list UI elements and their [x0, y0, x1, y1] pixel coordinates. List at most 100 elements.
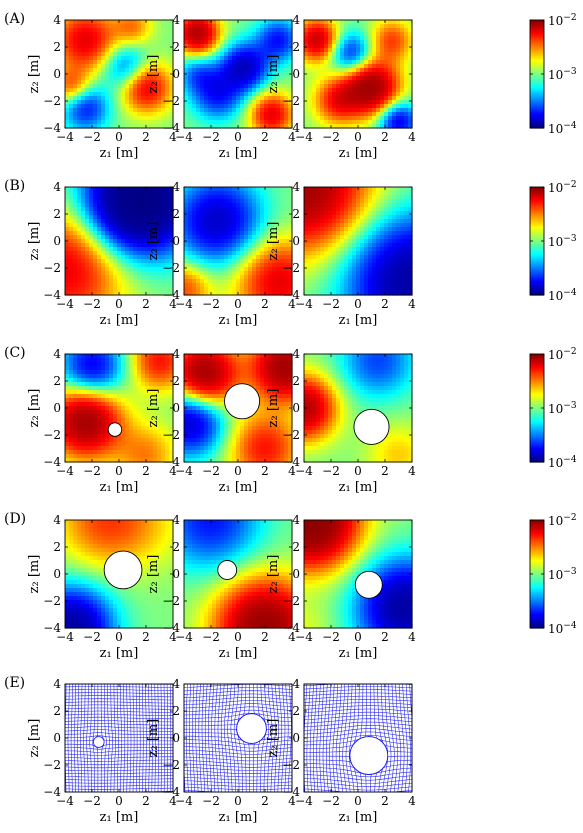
heatmap-cell: [372, 52, 377, 57]
heatmap-cell: [312, 100, 317, 105]
heatmap-cell: [69, 370, 74, 375]
heatmap-cell: [364, 48, 369, 53]
heatmap-cell: [192, 84, 197, 89]
heatmap-cell: [204, 28, 209, 33]
heatmap-cell: [268, 291, 273, 296]
heatmap-cell: [113, 223, 118, 228]
heatmap-cell: [216, 28, 221, 33]
heatmap-cell: [216, 112, 221, 117]
heatmap-cell: [316, 211, 321, 216]
heatmap-cell: [157, 231, 162, 236]
heatmap-cell: [188, 243, 193, 248]
heatmap-cell: [85, 223, 90, 228]
heatmap-cell: [101, 434, 106, 439]
heatmap-cell: [272, 24, 277, 29]
heatmap-cell: [113, 438, 118, 443]
heatmap-cell: [380, 219, 385, 224]
heatmap-cell: [109, 44, 114, 49]
heatmap-cell: [101, 438, 106, 443]
heatmap-cell: [320, 259, 325, 264]
heatmap-cell: [192, 92, 197, 97]
heatmap-cell: [113, 279, 118, 284]
heatmap-cell: [280, 40, 285, 45]
heatmap-cell: [117, 259, 122, 264]
heatmap-cell: [77, 283, 82, 288]
heatmap-cell: [184, 223, 189, 228]
heatmap-cell: [224, 215, 229, 220]
heatmap-cell: [89, 84, 94, 89]
heatmap-cell: [85, 251, 90, 256]
heatmap-cell: [404, 32, 409, 37]
heatmap-cell: [145, 92, 150, 97]
heatmap-cell: [133, 275, 138, 280]
heatmap-cell: [384, 100, 389, 105]
heatmap-cell: [344, 116, 349, 121]
heatmap-cell: [308, 223, 313, 228]
heatmap-cell: [384, 56, 389, 61]
heatmap-cell: [256, 20, 261, 25]
heatmap-cell: [145, 104, 150, 109]
heatmap-cell: [344, 80, 349, 85]
heatmap-cell: [105, 227, 110, 232]
heatmap-cell: [89, 120, 94, 125]
heatmap-cell: [320, 267, 325, 272]
heatmap-cell: [93, 374, 98, 379]
heatmap-cell: [332, 207, 337, 212]
heatmap-cell: [308, 20, 313, 25]
heatmap-cell: [220, 88, 225, 93]
heatmap-cell: [388, 187, 393, 192]
heatmap-cell: [73, 382, 78, 387]
heatmap-cell: [324, 40, 329, 45]
heatmap-cell: [224, 203, 229, 208]
heatmap-cell: [77, 430, 82, 435]
heatmap-cell: [336, 64, 341, 69]
heatmap-cell: [384, 60, 389, 65]
heatmap-cell: [117, 398, 122, 403]
heatmap-cell: [344, 120, 349, 125]
heatmap-cell: [256, 275, 261, 280]
heatmap-cell: [85, 398, 90, 403]
heatmap-cell: [85, 378, 90, 383]
heatmap-cell: [272, 92, 277, 97]
heatmap-cell: [149, 239, 154, 244]
heatmap-cell: [288, 44, 293, 49]
heatmap-cell: [113, 418, 118, 423]
heatmap-cell: [284, 239, 289, 244]
heatmap-cell: [208, 207, 213, 212]
heatmap-cell: [232, 72, 237, 77]
heatmap-cell: [165, 116, 170, 121]
heatmap-cell: [276, 279, 281, 284]
heatmap-cell: [396, 24, 401, 29]
heatmap-cell: [384, 239, 389, 244]
heatmap-cell: [268, 44, 273, 49]
heatmap-cell: [404, 48, 409, 53]
heatmap-cell: [204, 24, 209, 29]
heatmap-cell: [332, 231, 337, 236]
heatmap-cell: [200, 267, 205, 272]
heatmap-cell: [232, 48, 237, 53]
heatmap-cell: [97, 362, 102, 367]
heatmap-cell: [137, 267, 142, 272]
heatmap-cell: [216, 80, 221, 85]
heatmap-cell: [89, 402, 94, 407]
heatmap-cell: [268, 36, 273, 41]
heatmap-cell: [137, 203, 142, 208]
heatmap-cell: [368, 231, 373, 236]
heatmap-cell: [192, 247, 197, 252]
heatmap-cell: [212, 235, 217, 240]
heatmap-cell: [196, 235, 201, 240]
heatmap-cell: [97, 44, 102, 49]
heatmap-cell: [105, 100, 110, 105]
heatmap-cell: [260, 235, 265, 240]
heatmap-cell: [348, 124, 353, 129]
heatmap-cell: [308, 88, 313, 93]
heatmap-cell: [192, 219, 197, 224]
heatmap-cell: [288, 187, 293, 192]
heatmap-cell: [336, 255, 341, 260]
heatmap-cell: [380, 207, 385, 212]
heatmap-cell: [376, 259, 381, 264]
heatmap-cell: [113, 446, 118, 451]
heatmap-cell: [69, 48, 74, 53]
heatmap-cell: [93, 370, 98, 375]
heatmap-cell: [356, 40, 361, 45]
